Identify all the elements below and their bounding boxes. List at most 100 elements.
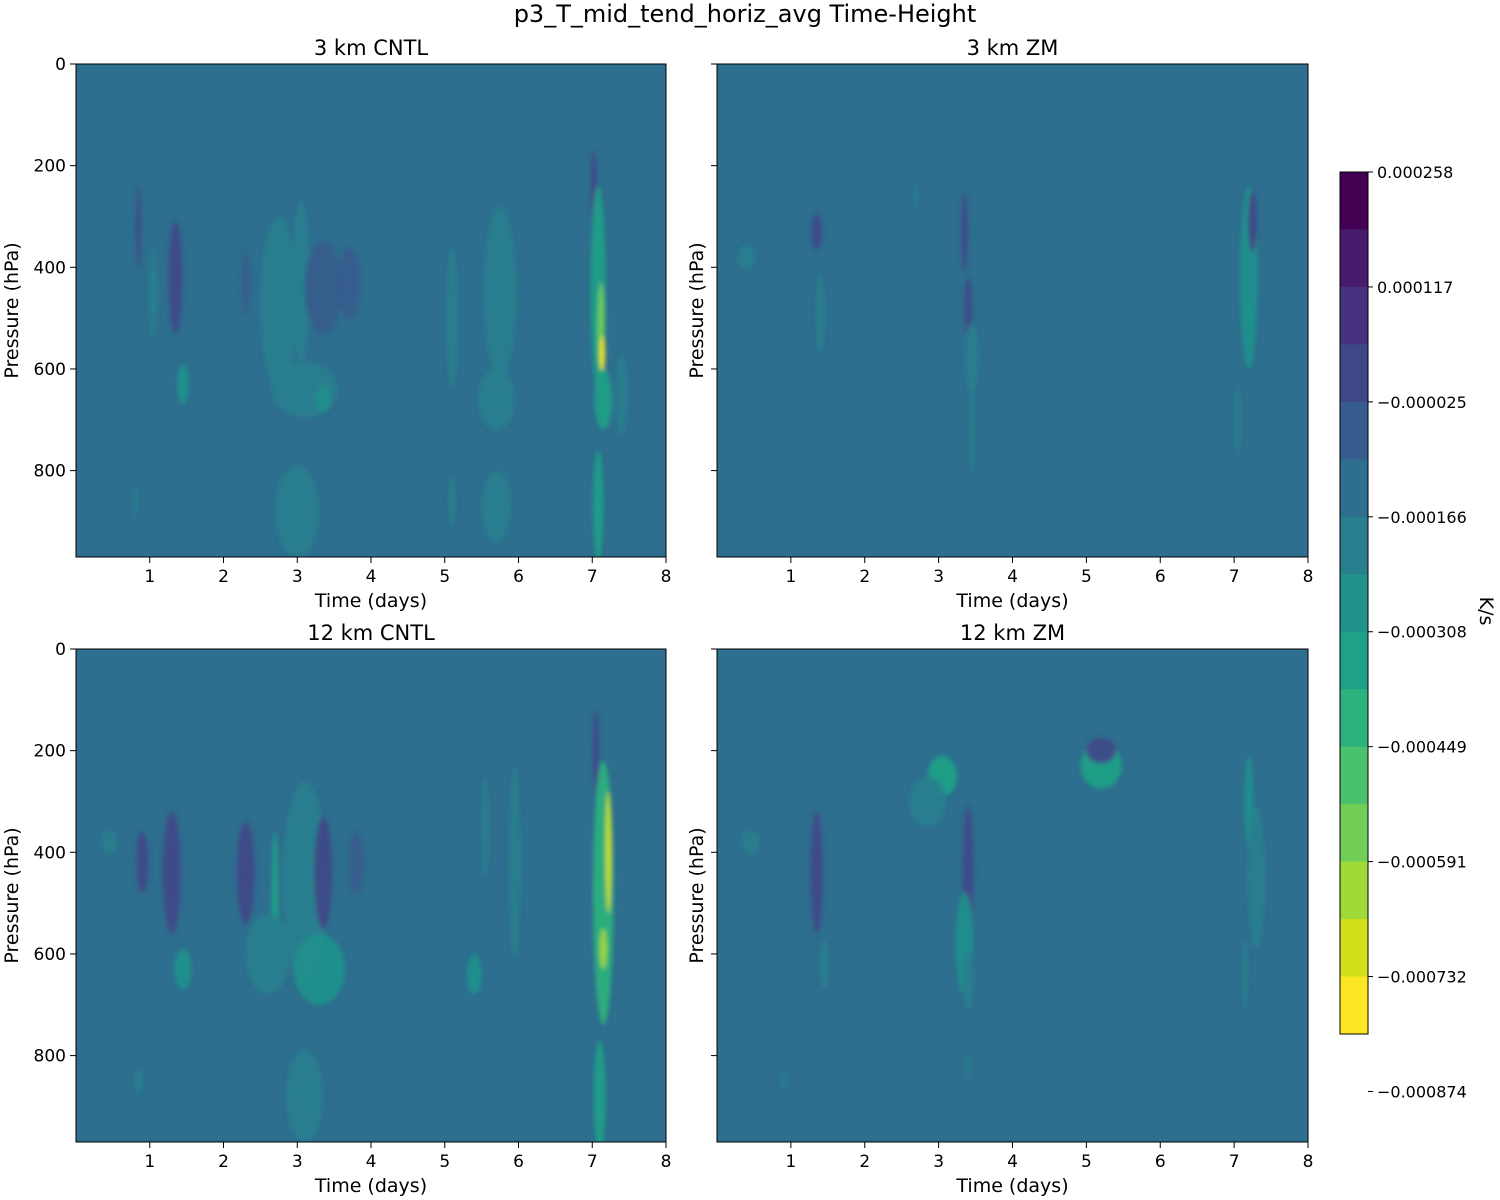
y-axis-label: Pressure (hPa)	[686, 827, 708, 963]
contour-feature	[481, 776, 489, 878]
panel-title: 3 km ZM	[967, 36, 1059, 60]
y-axis-label: Pressure (hPa)	[1, 827, 23, 963]
x-axis-label: Time (days)	[955, 1175, 1068, 1197]
x-axis-label: Time (days)	[314, 1175, 427, 1197]
x-tick-label: 4	[1007, 1152, 1018, 1172]
contour-feature	[174, 948, 192, 990]
contour-feature	[348, 831, 364, 893]
contour-feature	[466, 953, 482, 995]
contour-feature	[965, 1050, 971, 1082]
contour-feature	[293, 933, 346, 1005]
contour-feature	[337, 246, 360, 319]
y-tick-label: 0	[55, 55, 66, 75]
colorbar-tick-label: −0.000025	[1377, 393, 1467, 412]
contour-feature	[1247, 806, 1266, 949]
contour-feature	[914, 183, 919, 209]
y-tick-label: 800	[34, 462, 66, 482]
contour-feature	[1086, 737, 1116, 764]
contour-feature	[594, 368, 613, 430]
colorbar-segment	[1340, 459, 1368, 518]
contour-feature	[168, 221, 183, 334]
x-tick-label: 1	[144, 1152, 155, 1172]
contour-feature	[1248, 191, 1258, 253]
contour-feature	[177, 363, 189, 405]
contour-feature	[508, 765, 521, 960]
contour-feature	[605, 791, 612, 914]
x-tick-label: 8	[1303, 567, 1314, 587]
x-tick-label: 7	[587, 1152, 598, 1172]
x-tick-label: 1	[785, 1152, 796, 1172]
contour-feature	[101, 829, 117, 855]
x-tick-label: 2	[859, 567, 870, 587]
figure-title: p3_T_mid_tend_horiz_avg Time-Height	[514, 0, 977, 28]
y-axis-label: Pressure (hPa)	[686, 242, 708, 378]
x-axis-label: Time (days)	[955, 590, 1068, 612]
panel: 3 km ZM 1 2 3 4 5 6 7 8 Time (days) Pressure (hPa)	[686, 36, 1313, 612]
contour-feature	[136, 831, 149, 893]
colorbar-tick-label: −0.000166	[1377, 508, 1467, 527]
x-tick-label: 4	[366, 567, 377, 587]
colorbar-tick-label: 0.000258	[1377, 163, 1453, 182]
y-tick-label: 400	[34, 258, 66, 278]
x-tick-label: 5	[1081, 567, 1092, 587]
colorbar-label: K/s	[1475, 597, 1497, 626]
contour-feature	[592, 709, 599, 792]
x-tick-label: 2	[218, 1152, 229, 1172]
x-tick-label: 3	[933, 1152, 944, 1172]
colorbar-frame	[1339, 171, 1369, 1035]
contour-feature	[134, 1068, 144, 1094]
colorbar-segment	[1340, 516, 1368, 575]
contour-feature	[315, 386, 331, 413]
colorbar-segment	[1340, 976, 1368, 1035]
panel-title: 12 km ZM	[960, 621, 1065, 645]
field-background	[76, 64, 666, 557]
contour-feature	[592, 450, 604, 557]
contour-feature	[737, 244, 756, 270]
contour-feature	[1234, 379, 1241, 461]
colorbar-tick-label: −0.000874	[1377, 1082, 1467, 1101]
contour-feature	[163, 811, 181, 934]
contour-feature	[909, 776, 947, 827]
contour-feature	[599, 928, 607, 970]
colorbar-segment	[1340, 746, 1368, 805]
contour-feature	[599, 335, 606, 372]
contour-feature	[593, 1040, 606, 1142]
x-tick-label: 7	[1229, 567, 1240, 587]
x-tick-label: 2	[218, 567, 229, 587]
colorbar-segment	[1340, 401, 1368, 460]
contour-feature	[964, 277, 972, 339]
x-tick-label: 6	[1155, 567, 1166, 587]
colorbar-tick-label: −0.000449	[1377, 738, 1467, 757]
x-tick-label: 2	[859, 1152, 870, 1172]
x-tick-label: 4	[366, 1152, 377, 1172]
colorbar-tick-label: −0.000732	[1377, 968, 1467, 987]
panel-title: 12 km CNTL	[307, 621, 435, 645]
field-background	[717, 649, 1308, 1142]
colorbar-tick-label: −0.000591	[1377, 853, 1467, 872]
contour-feature	[245, 913, 290, 995]
contour-feature	[149, 246, 158, 339]
contour-feature	[481, 470, 512, 542]
x-tick-label: 6	[1155, 1152, 1166, 1172]
colorbar-segment	[1340, 344, 1368, 403]
colorbar-segment	[1340, 286, 1368, 345]
contour-feature	[275, 465, 320, 557]
colorbar-segment	[1340, 689, 1368, 748]
colorbar-segment	[1340, 631, 1368, 690]
x-tick-label: 8	[1303, 1152, 1314, 1172]
colorbar-tick-label: −0.000308	[1377, 623, 1467, 642]
contour-feature	[741, 829, 760, 855]
colorbar-segment	[1340, 804, 1368, 863]
panel: 12 km CNTL 1 2 3 4 5 6 7 8 Time (days) 0 200 400 600 8…	[1, 621, 671, 1197]
panel: 3 km CNTL 1 2 3 4 5 6 7 8 Time (days) 0 200 400 600 80…	[1, 36, 671, 612]
y-tick-label: 400	[34, 843, 66, 863]
contour-feature	[241, 252, 250, 314]
x-tick-label: 3	[292, 1152, 303, 1172]
y-tick-label: 200	[34, 157, 66, 177]
contour-feature	[286, 1050, 324, 1142]
panel: 12 km ZM 1 2 3 4 5 6 7 8 Time (days) Pressure (hPa…	[686, 621, 1313, 1197]
x-tick-label: 7	[1229, 1152, 1240, 1172]
colorbar-segment	[1340, 229, 1368, 288]
x-tick-label: 7	[587, 567, 598, 587]
contour-feature	[136, 185, 141, 268]
